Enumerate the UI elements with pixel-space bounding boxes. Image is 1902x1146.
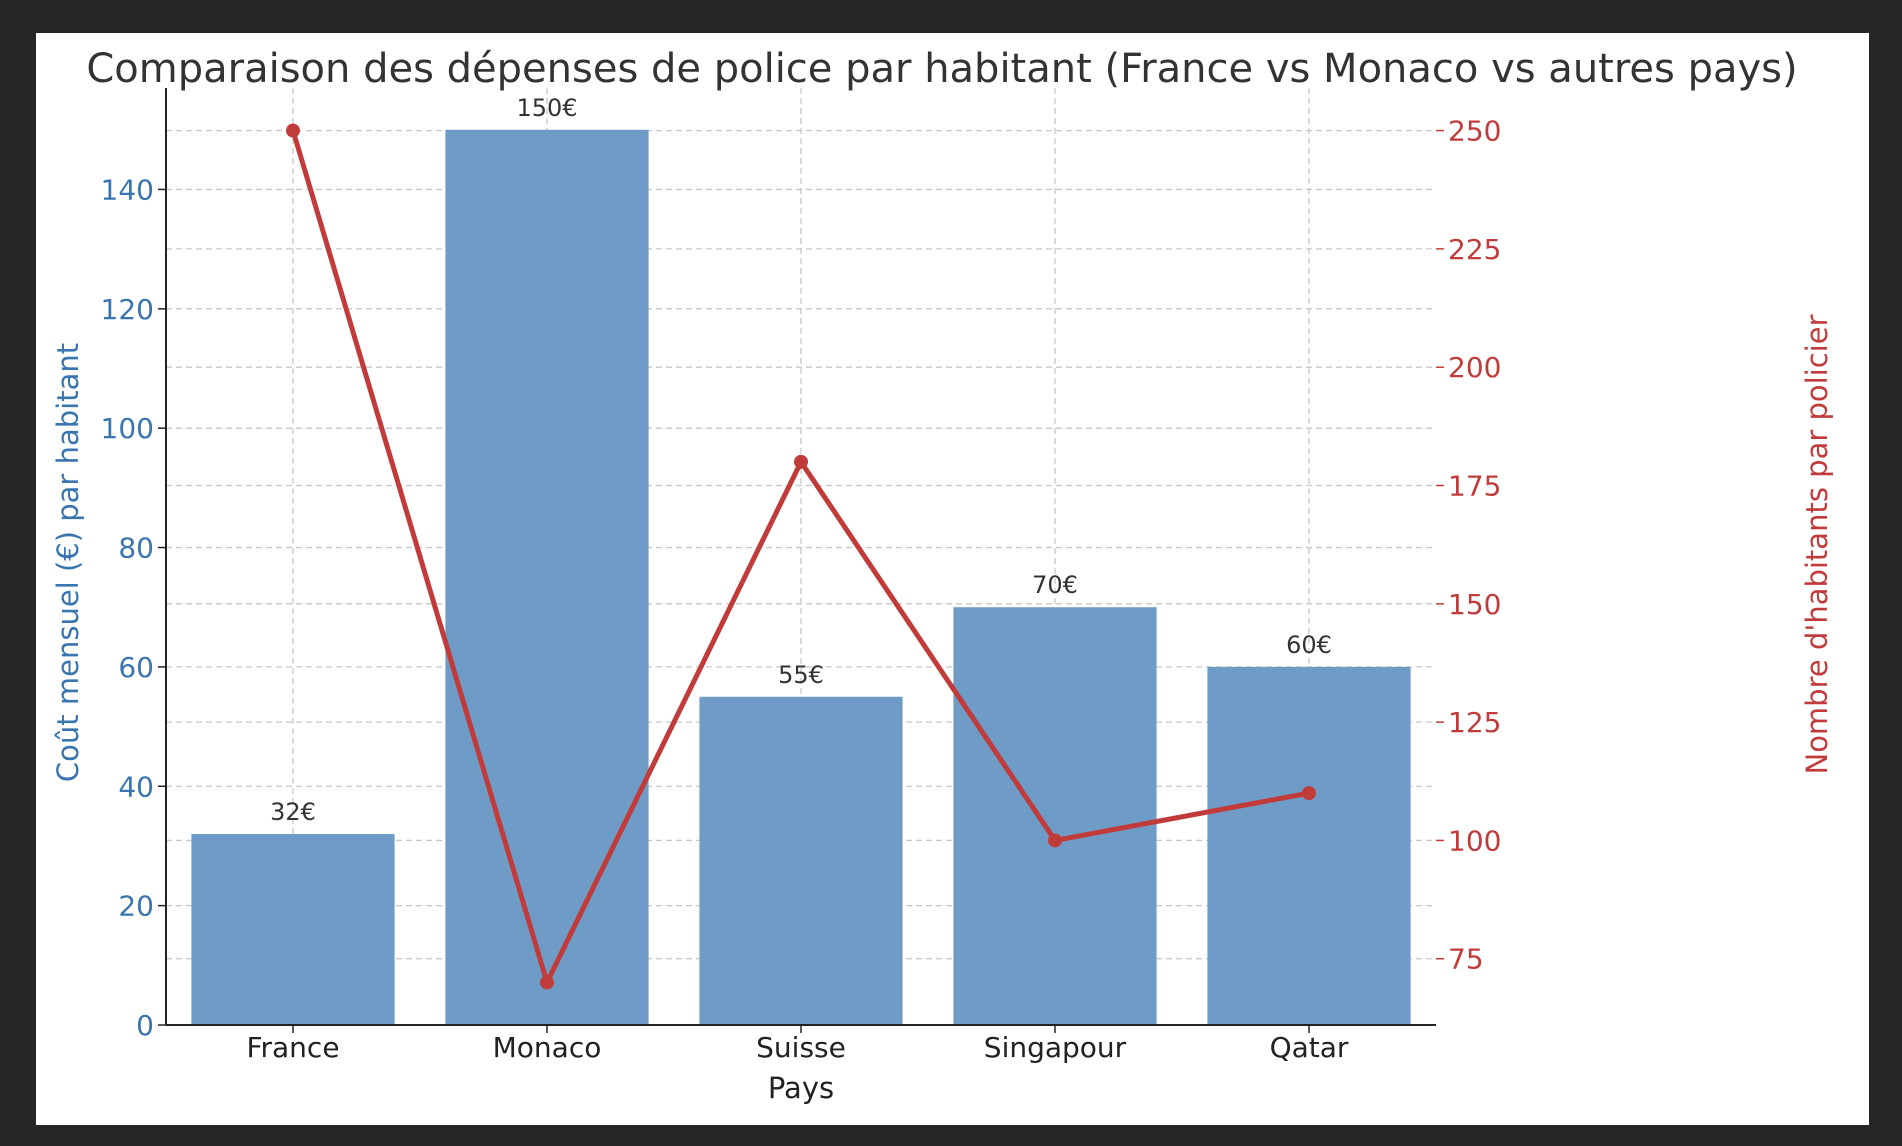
axes [158,88,1444,1033]
x-axis-label: Pays [768,1071,834,1105]
x-tick-label: Qatar [1270,1031,1349,1064]
x-tick-label: Singapour [984,1031,1127,1064]
y-tick-label-left: 120 [101,293,154,326]
y-tick-label-right: 150 [1448,588,1501,621]
x-tick-label: Monaco [493,1031,602,1064]
bar-france [191,834,395,1025]
bar-value-label: 150€ [516,94,577,122]
y-tick-label-left: 40 [118,770,154,803]
y-tick-label-right: 100 [1448,824,1501,857]
bar-suisse [699,696,903,1025]
line-series [286,123,1316,990]
y-tick-label-left: 80 [118,532,154,565]
y-tick-label-left: 60 [118,651,154,684]
y-tick-label-right: 75 [1448,943,1484,976]
y-tick-label-left: 0 [136,1009,154,1042]
y-tick-label-right: 125 [1448,706,1501,739]
bar-value-label: 55€ [778,661,824,689]
line-point-monaco [540,975,554,990]
bar-monaco [445,129,649,1025]
bar-singapour [953,607,1157,1025]
chart-svg: Comparaison des dépenses de police par h… [51,46,1834,1105]
labels: 32€ 150€ 55€ 70€ 60€ 0 20 40 60 80 100 120 140 75 100 1… [101,94,1502,1064]
chart-figure: Comparaison des dépenses de police par h… [36,33,1869,1125]
bar-value-label: 32€ [270,798,316,826]
line-point-suisse [794,454,808,469]
y-tick-label-right: 250 [1448,115,1501,148]
bars [191,129,1411,1025]
bar-value-label: 70€ [1032,571,1078,599]
x-tick-label: France [246,1031,339,1064]
y-tick-label-right: 225 [1448,233,1501,266]
y-axis-label-left: Coût mensuel (€) par habitant [51,343,85,782]
bar-value-label: 60€ [1286,631,1332,659]
line-point-france [286,123,300,138]
y-axis-label-right: Nombre d'habitants par policier [1800,314,1834,774]
y-tick-label-left: 140 [101,173,154,206]
line-point-singapour [1048,833,1062,848]
x-tick-label: Suisse [756,1031,846,1064]
y-tick-label-left: 100 [101,412,154,445]
line-point-qatar [1302,786,1316,801]
y-tick-label-left: 20 [118,890,154,923]
y-tick-label-right: 175 [1448,470,1501,503]
bar-qatar [1207,666,1411,1025]
chart-title: Comparaison des dépenses de police par h… [86,46,1797,92]
y-tick-label-right: 200 [1448,351,1501,384]
